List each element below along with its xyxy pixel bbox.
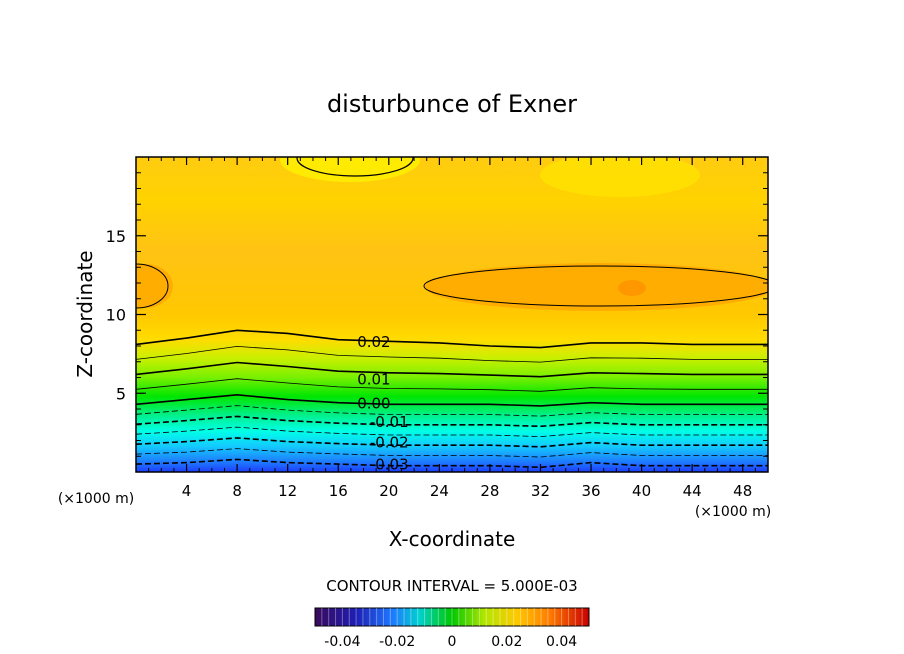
colorbar-tick-label: 0.04 <box>546 634 577 650</box>
colorbar-tick-label: 0.02 <box>491 634 522 650</box>
contour-labels: 0.020.010.00-0.01-0.02-0.03 <box>357 333 409 474</box>
low-band-right <box>425 263 768 311</box>
chart-title: disturbunce of Exner <box>327 90 577 118</box>
contour-label: -0.01 <box>370 413 409 431</box>
contour-line <box>136 361 768 378</box>
closed-contour-top <box>296 157 414 177</box>
x-tick-label: 24 <box>430 482 449 500</box>
colorbar-tick-label: 0 <box>448 634 457 650</box>
x-tick-label: 32 <box>531 482 550 500</box>
z-unit-label: (×1000 m) <box>58 491 134 507</box>
x-unit-label: (×1000 m) <box>695 504 771 520</box>
y-tick-label: 15 <box>106 227 126 246</box>
contour-line <box>136 415 768 428</box>
x-tick-label: 36 <box>581 482 600 500</box>
colorbar-tick-labels: -0.04 -0.02 0 0.02 0.04 <box>324 634 577 650</box>
contour-label: -0.02 <box>370 434 409 452</box>
contour-line <box>136 426 768 438</box>
high-pressure-blob-top <box>280 157 420 182</box>
contour-line <box>136 345 768 363</box>
x-tick-label: 40 <box>632 482 651 500</box>
field-features <box>136 157 768 469</box>
contour-lines <box>136 329 768 469</box>
x-tick-label: 20 <box>379 482 398 500</box>
low-center <box>618 280 646 296</box>
x-tick-label: 44 <box>683 482 702 500</box>
contour-label: 0.01 <box>357 371 390 389</box>
x-tick-label: 12 <box>278 482 297 500</box>
contour-label: 0.00 <box>357 394 390 412</box>
colorbar-stripes <box>321 608 583 626</box>
y-tick-label: 10 <box>106 306 126 325</box>
low-band-left <box>136 264 173 308</box>
contour-line <box>136 458 768 469</box>
closed-contour-right <box>423 265 768 307</box>
x-tick-label: 48 <box>733 482 752 500</box>
contour-label: 0.02 <box>357 333 390 351</box>
contour-line <box>136 437 768 448</box>
closed-contour-left <box>136 263 169 309</box>
colorbar: -0.04 -0.02 0 0.02 0.04 <box>314 607 590 650</box>
y-tick-label: 5 <box>116 384 126 403</box>
contour-line <box>136 405 768 417</box>
contour-line <box>136 393 768 407</box>
x-tick-label: 16 <box>329 482 348 500</box>
contour-line <box>136 329 768 349</box>
plot-area: 0.020.010.00-0.01-0.02-0.03 4 8 12 16 20 24 28… <box>106 156 769 500</box>
x-tick-label: 4 <box>182 482 192 500</box>
y-axis-label: Z-coordinate <box>73 250 97 377</box>
field-fill <box>136 157 768 472</box>
high-pressure-blob-top-right <box>540 157 700 197</box>
colorbar-tick-label: -0.02 <box>379 634 415 650</box>
x-tick-label: 8 <box>232 482 242 500</box>
contour-line <box>136 448 768 458</box>
colorbar-tick-label: -0.04 <box>324 634 360 650</box>
colorbar-fill <box>314 607 590 627</box>
x-axis-label: X-coordinate <box>389 527 516 551</box>
x-tick-label: 28 <box>480 482 499 500</box>
contour-interval-text: CONTOUR INTERVAL = 5.000E-03 <box>326 577 577 595</box>
contour-line <box>136 378 768 392</box>
